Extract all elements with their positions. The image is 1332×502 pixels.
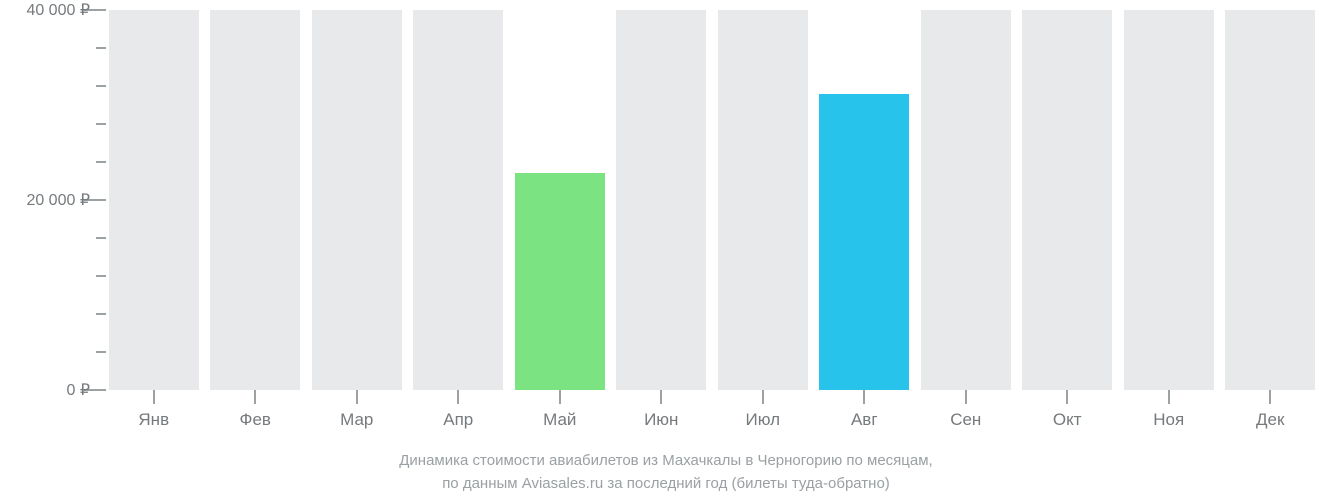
y-tick-minor: [96, 123, 106, 125]
x-tick-label: Сен: [950, 410, 981, 430]
bar-Май: [515, 173, 605, 390]
bar-Апр: [413, 10, 503, 390]
x-tick-label: Май: [543, 410, 576, 430]
y-tick-minor: [96, 161, 106, 163]
x-tick-mark: [356, 390, 358, 404]
bar-Сен: [921, 10, 1011, 390]
x-tick-label: Июл: [745, 410, 780, 430]
y-tick-minor: [96, 237, 106, 239]
x-tick-mark: [559, 390, 561, 404]
x-tick-label: Авг: [851, 410, 878, 430]
x-tick-mark: [153, 390, 155, 404]
x-tick-mark: [660, 390, 662, 404]
bar-Дек: [1225, 10, 1315, 390]
y-tick-label: 20 000 ₽: [26, 190, 90, 210]
bar-Ноя: [1124, 10, 1214, 390]
price-chart: 0 ₽20 000 ₽40 000 ₽ЯнвФевМарАпрМайИюнИюл…: [106, 10, 1318, 390]
x-tick-mark: [254, 390, 256, 404]
y-tick-minor: [96, 275, 106, 277]
chart-caption: Динамика стоимости авиабилетов из Махачк…: [0, 450, 1332, 495]
caption-line-1: Динамика стоимости авиабилетов из Махачк…: [399, 452, 932, 469]
x-tick-label: Ноя: [1153, 410, 1184, 430]
x-tick-mark: [762, 390, 764, 404]
x-tick-mark: [965, 390, 967, 404]
caption-line-2: по данным Aviasales.ru за последний год …: [442, 475, 890, 492]
y-tick-label: 0 ₽: [66, 380, 90, 400]
bar-Июл: [718, 10, 808, 390]
x-tick-label: Дек: [1256, 410, 1284, 430]
x-tick-label: Мар: [340, 410, 373, 430]
x-tick-label: Окт: [1053, 410, 1082, 430]
bar-Мар: [312, 10, 402, 390]
x-tick-mark: [1066, 390, 1068, 404]
y-tick-minor: [96, 47, 106, 49]
y-tick-label: 40 000 ₽: [26, 0, 90, 20]
bar-Фев: [210, 10, 300, 390]
x-tick-mark: [457, 390, 459, 404]
x-tick-mark: [1269, 390, 1271, 404]
x-tick-label: Янв: [138, 410, 169, 430]
bar-Июн: [616, 10, 706, 390]
bar-Авг: [819, 94, 909, 390]
y-tick-minor: [96, 313, 106, 315]
x-tick-mark: [863, 390, 865, 404]
bar-Янв: [109, 10, 199, 390]
y-tick-minor: [96, 351, 106, 353]
y-tick-minor: [96, 85, 106, 87]
x-tick-label: Фев: [240, 410, 271, 430]
x-tick-label: Апр: [443, 410, 473, 430]
bar-Окт: [1022, 10, 1112, 390]
x-tick-label: Июн: [644, 410, 678, 430]
x-tick-mark: [1168, 390, 1170, 404]
